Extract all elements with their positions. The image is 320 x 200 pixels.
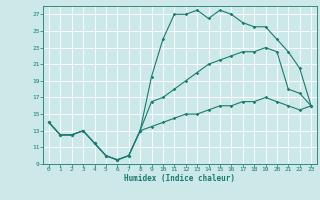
- X-axis label: Humidex (Indice chaleur): Humidex (Indice chaleur): [124, 174, 236, 183]
